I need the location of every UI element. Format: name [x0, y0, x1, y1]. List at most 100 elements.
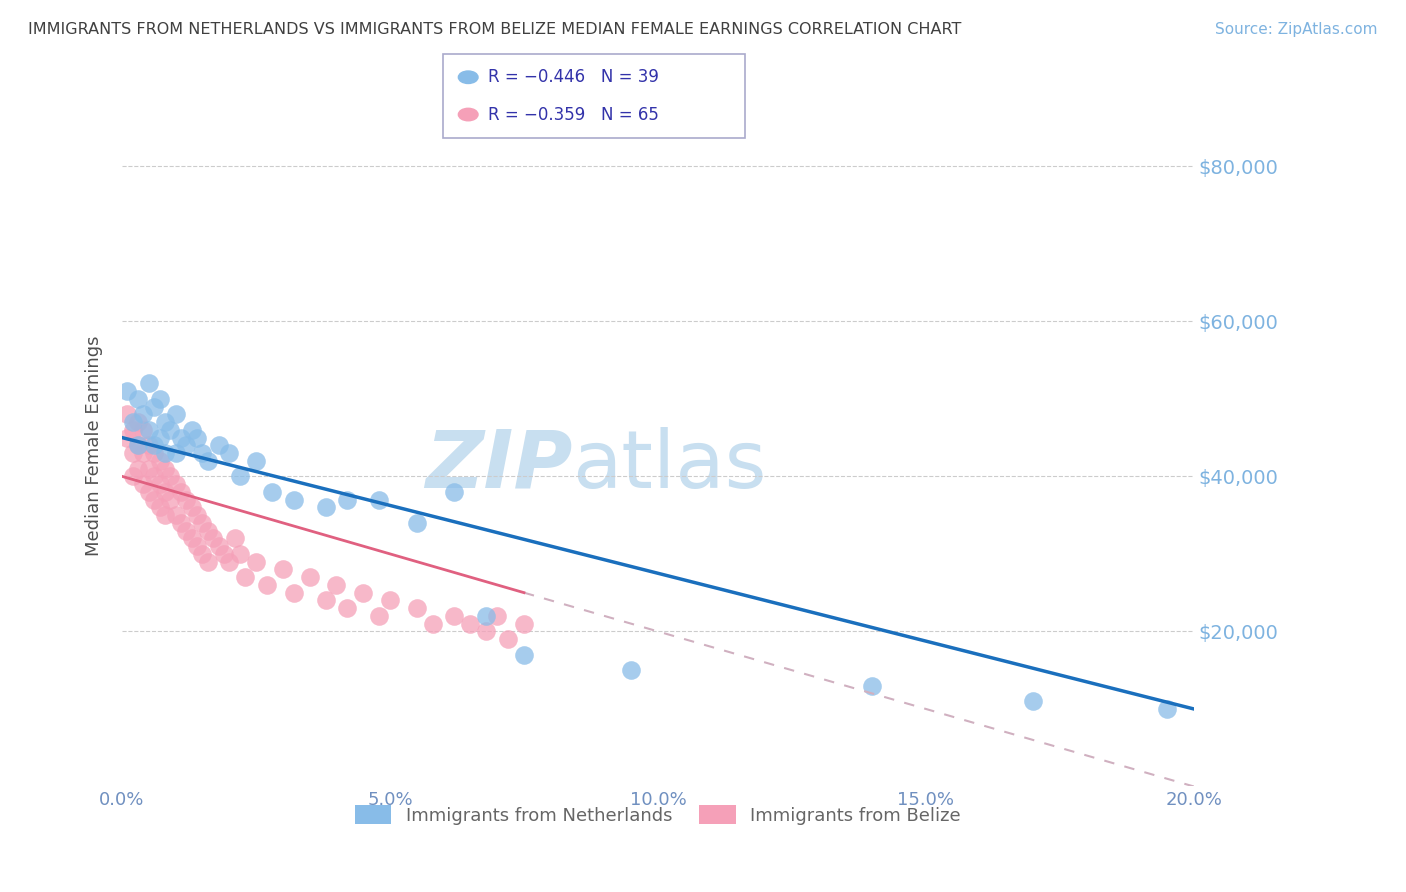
- Point: [336, 601, 359, 615]
- Point: [860, 679, 883, 693]
- Text: IMMIGRANTS FROM NETHERLANDS VS IMMIGRANTS FROM BELIZE MEDIAN FEMALE EARNINGS COR: IMMIGRANTS FROM NETHERLANDS VS IMMIGRANT…: [28, 22, 962, 37]
- Point: [143, 492, 166, 507]
- Point: [197, 555, 219, 569]
- Point: [170, 484, 193, 499]
- Point: [197, 524, 219, 538]
- Point: [127, 415, 149, 429]
- Point: [218, 446, 240, 460]
- Point: [153, 415, 176, 429]
- Point: [283, 492, 305, 507]
- Point: [117, 407, 139, 421]
- Text: R = −0.446   N = 39: R = −0.446 N = 39: [488, 69, 659, 87]
- Point: [405, 516, 427, 530]
- Text: ZIP: ZIP: [425, 426, 572, 505]
- Point: [165, 407, 187, 421]
- Point: [229, 469, 252, 483]
- Point: [298, 570, 321, 584]
- Point: [460, 616, 482, 631]
- Point: [202, 532, 225, 546]
- Point: [138, 484, 160, 499]
- Point: [159, 469, 181, 483]
- Point: [127, 438, 149, 452]
- Point: [121, 423, 143, 437]
- Point: [138, 461, 160, 475]
- Point: [443, 484, 465, 499]
- Point: [315, 593, 337, 607]
- Point: [197, 454, 219, 468]
- Point: [132, 477, 155, 491]
- Point: [186, 431, 208, 445]
- Y-axis label: Median Female Earnings: Median Female Earnings: [86, 335, 103, 556]
- Point: [148, 454, 170, 468]
- Point: [422, 616, 444, 631]
- Point: [186, 539, 208, 553]
- Point: [513, 648, 536, 662]
- Point: [121, 469, 143, 483]
- Point: [180, 423, 202, 437]
- Point: [176, 438, 198, 452]
- Point: [245, 555, 267, 569]
- Point: [143, 469, 166, 483]
- Point: [443, 608, 465, 623]
- Point: [121, 446, 143, 460]
- Point: [218, 555, 240, 569]
- Point: [212, 547, 235, 561]
- Point: [148, 500, 170, 515]
- Point: [233, 570, 256, 584]
- Point: [127, 438, 149, 452]
- Legend: Immigrants from Netherlands, Immigrants from Belize: Immigrants from Netherlands, Immigrants …: [349, 798, 967, 832]
- Point: [143, 446, 166, 460]
- Point: [513, 616, 536, 631]
- Point: [117, 431, 139, 445]
- Point: [138, 438, 160, 452]
- Point: [352, 585, 374, 599]
- Point: [256, 578, 278, 592]
- Point: [1022, 694, 1045, 708]
- Point: [132, 423, 155, 437]
- Point: [176, 524, 198, 538]
- Point: [207, 438, 229, 452]
- Point: [148, 477, 170, 491]
- Point: [262, 484, 284, 499]
- Point: [143, 400, 166, 414]
- Point: [186, 508, 208, 522]
- Point: [315, 500, 337, 515]
- Point: [180, 500, 202, 515]
- Point: [153, 461, 176, 475]
- Point: [378, 593, 401, 607]
- Point: [138, 376, 160, 391]
- Point: [127, 392, 149, 406]
- Point: [207, 539, 229, 553]
- Point: [283, 585, 305, 599]
- Point: [138, 423, 160, 437]
- Point: [475, 624, 498, 639]
- Text: atlas: atlas: [572, 426, 766, 505]
- Point: [191, 516, 214, 530]
- Point: [148, 392, 170, 406]
- Text: Source: ZipAtlas.com: Source: ZipAtlas.com: [1215, 22, 1378, 37]
- Point: [405, 601, 427, 615]
- Point: [165, 477, 187, 491]
- Point: [224, 532, 246, 546]
- Point: [1156, 702, 1178, 716]
- Point: [176, 492, 198, 507]
- Point: [153, 484, 176, 499]
- Point: [127, 461, 149, 475]
- Point: [368, 492, 391, 507]
- Point: [325, 578, 347, 592]
- Text: R = −0.359   N = 65: R = −0.359 N = 65: [488, 105, 659, 123]
- Point: [159, 492, 181, 507]
- Point: [117, 384, 139, 398]
- Point: [336, 492, 359, 507]
- Point: [271, 562, 294, 576]
- Point: [170, 516, 193, 530]
- Point: [121, 415, 143, 429]
- Point: [132, 407, 155, 421]
- Point: [153, 508, 176, 522]
- Point: [475, 608, 498, 623]
- Point: [229, 547, 252, 561]
- Point: [180, 532, 202, 546]
- Point: [368, 608, 391, 623]
- Point: [191, 446, 214, 460]
- Point: [191, 547, 214, 561]
